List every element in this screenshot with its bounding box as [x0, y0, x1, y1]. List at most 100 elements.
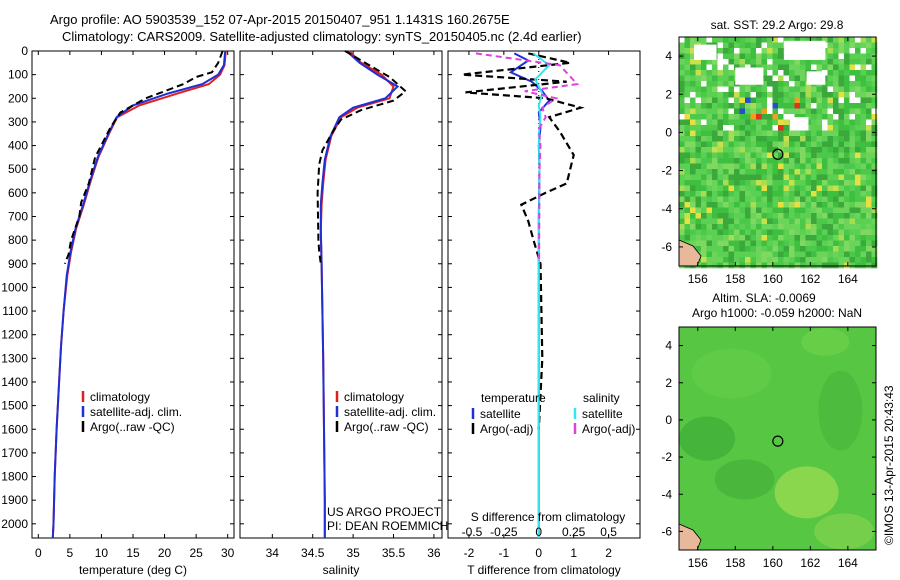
- difference-xlabel: T difference from climatology: [467, 563, 621, 577]
- sst_map-cell: [811, 262, 817, 269]
- sst_map-cell: [679, 75, 685, 82]
- sst_map-cell: [728, 191, 735, 197]
- sst_map-cell: [728, 92, 735, 98]
- sst_map-cell: [833, 185, 839, 192]
- sst_map-cell: [866, 235, 872, 241]
- sst_map-cell: [761, 97, 768, 104]
- sst_map-cell: [833, 86, 839, 93]
- sst_map-cell: [712, 207, 718, 214]
- sst_map-cell: [833, 70, 839, 76]
- sst_map-cell: [734, 136, 740, 142]
- sst_map-cell: [844, 185, 850, 192]
- sst_map-cell: [739, 130, 746, 137]
- sst_map-cell: [712, 81, 718, 87]
- temperature-xtick-label: 30: [221, 546, 235, 560]
- sst_map-cell: [772, 136, 779, 142]
- sst_map-cell: [805, 224, 812, 230]
- sst_map-cell: [844, 130, 850, 137]
- sst_map-cell: [701, 70, 707, 76]
- sst_map-cell: [695, 147, 702, 153]
- sst_map-cell: [745, 119, 751, 126]
- sst_map-cell: [855, 81, 861, 87]
- depth-tick-label: 500: [8, 162, 28, 176]
- sst_map-cell: [811, 207, 817, 214]
- sst_map-cell: [794, 130, 801, 137]
- sst_map-cell: [745, 246, 751, 252]
- sst_map-cell: [811, 235, 817, 241]
- sst_map-cell: [723, 92, 729, 98]
- sst_map-cell: [739, 262, 746, 269]
- sst_map-cell: [849, 86, 856, 93]
- sst_map-cell: [695, 196, 702, 203]
- sst_map-cell: [695, 59, 702, 65]
- sst_map-cell: [728, 218, 735, 225]
- sst_map-cell: [800, 114, 806, 120]
- sst_map-cell: [690, 130, 696, 137]
- sst_map-cell: [860, 81, 867, 87]
- sst_map-cell: [822, 207, 828, 214]
- sst_map-cell: [761, 86, 768, 93]
- sst_map-cell: [745, 108, 751, 115]
- sst_map-cell: [756, 207, 762, 214]
- sst_map-cell: [871, 130, 878, 137]
- sst_map-cell: [789, 185, 795, 192]
- sst_map-cell: [750, 119, 757, 126]
- sst_map-cell: [684, 92, 691, 98]
- sst_map-cell: [706, 141, 713, 148]
- sst_map-cell: [871, 59, 878, 65]
- sst_map-cell: [684, 158, 691, 164]
- sst_map-cell: [690, 92, 696, 98]
- sst_map-cell: [778, 130, 784, 137]
- sst_map-cell: [723, 202, 729, 208]
- sst_map-cell: [706, 158, 713, 164]
- sst_map-cell: [750, 42, 757, 49]
- salinity-series-satellite: [319, 50, 400, 538]
- sst_map-cell: [706, 152, 713, 159]
- sst_map-cell: [805, 180, 812, 186]
- sst_map-cell: [712, 64, 718, 71]
- sst_map-cell: [866, 152, 872, 159]
- sst_map-cell: [728, 213, 735, 219]
- sst_map-cell: [684, 81, 691, 87]
- sst_map-cell: [712, 257, 718, 263]
- sst_map-cell: [728, 202, 735, 208]
- sst_map-cell: [701, 103, 707, 109]
- sst_map-cell: [712, 251, 718, 258]
- sst_map-cell: [794, 207, 801, 214]
- sst_map-cell: [855, 53, 861, 60]
- sst_map-cell: [717, 37, 724, 43]
- sst_map-cell: [695, 180, 702, 186]
- sst_map-cell: [767, 229, 773, 236]
- sla_map-blob: [691, 348, 772, 399]
- sst_map-cell: [723, 213, 729, 219]
- sst_map-cell: [827, 224, 834, 230]
- sst_map-cell: [805, 103, 812, 109]
- sst_map-cell: [734, 64, 740, 71]
- sst_map-cell: [838, 81, 845, 87]
- sst_map-cell: [750, 180, 757, 186]
- sst_map-cell: [761, 92, 768, 98]
- sst_map-cell: [805, 213, 812, 219]
- sst_map-cell: [679, 229, 685, 236]
- sst_map-cell: [695, 185, 702, 192]
- sst_map-cell: [811, 86, 817, 93]
- sst_map-cell: [712, 119, 718, 126]
- sst_map-cell: [745, 218, 751, 225]
- sst_map-cell: [761, 141, 768, 148]
- sst_map-cell: [783, 141, 790, 148]
- sst_map-cell: [706, 136, 713, 142]
- sst_map-cell: [871, 103, 878, 109]
- sst_map-cell: [827, 213, 834, 219]
- sst_map-cell: [805, 202, 812, 208]
- sst_map-cell: [866, 141, 872, 148]
- sst_map-cell: [783, 97, 790, 104]
- sst_map-cell: [794, 251, 801, 258]
- sst_map-cell: [855, 64, 861, 71]
- sst_map-cell: [750, 229, 757, 236]
- sst_map-cell: [789, 202, 795, 208]
- sst_map-cell: [767, 86, 773, 93]
- sst_map-cell: [811, 196, 817, 203]
- sst_map-cell: [778, 97, 784, 104]
- sst_map-cell: [860, 196, 867, 203]
- sst_map-cell: [695, 213, 702, 219]
